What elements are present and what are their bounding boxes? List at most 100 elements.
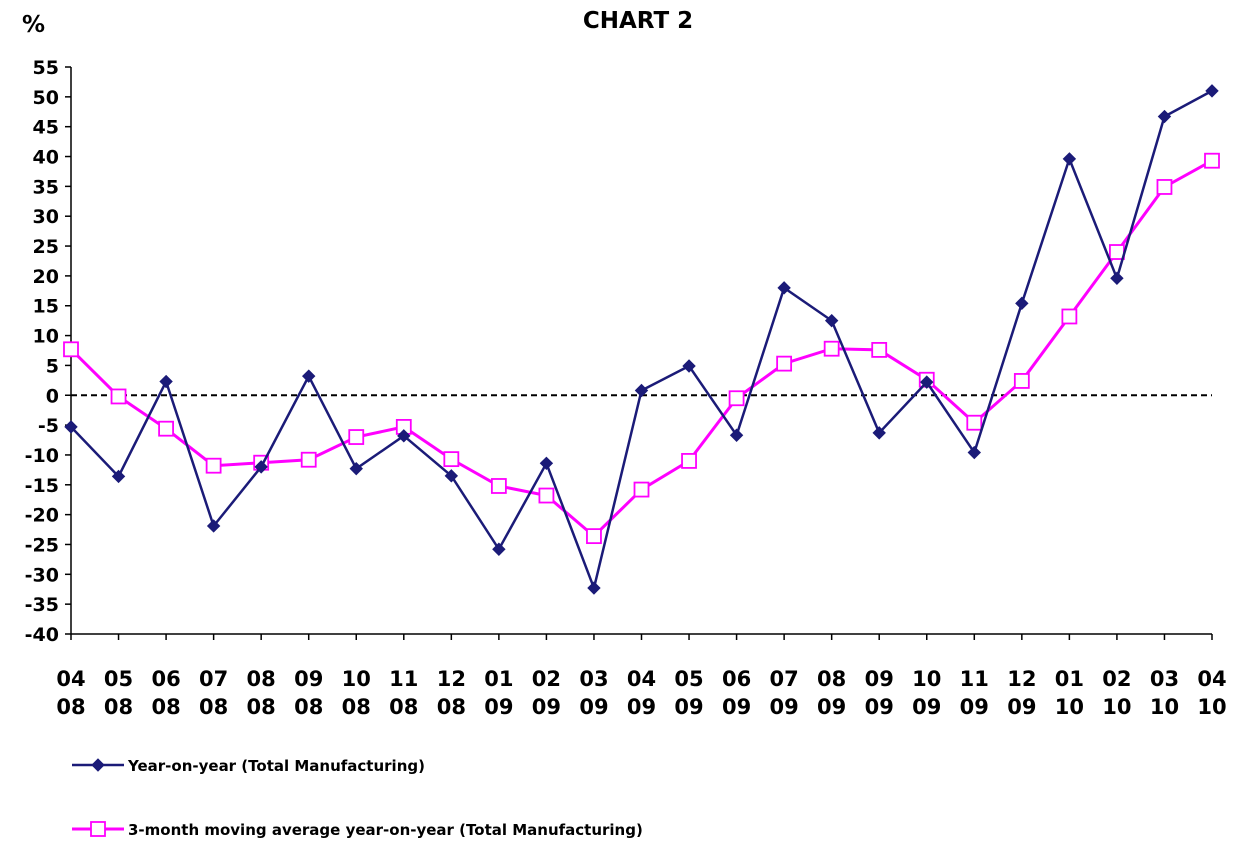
data-point <box>1013 373 1030 389</box>
x-tick-label-month: 04 <box>627 667 656 691</box>
x-tick-label-year: 09 <box>484 695 513 719</box>
y-tick-label: -25 <box>25 534 59 556</box>
x-tick-label-month: 07 <box>770 667 799 691</box>
x-tick-label-year: 08 <box>151 695 180 719</box>
x-tick-label-year: 08 <box>437 695 466 719</box>
data-point <box>63 341 79 358</box>
x-tick-label-month: 06 <box>151 667 180 691</box>
data-point <box>538 487 555 504</box>
data-point <box>823 340 840 357</box>
data-point <box>1109 244 1125 260</box>
data-point <box>872 426 886 440</box>
x-tick-label-year: 09 <box>1007 695 1036 719</box>
x-tick-label-year: 08 <box>199 695 228 719</box>
data-point <box>158 420 174 437</box>
legend-label: Year-on-year (Total Manufacturing) <box>127 757 425 775</box>
y-tick-label: -40 <box>25 624 59 646</box>
x-tick-label-year: 08 <box>104 695 133 719</box>
data-point <box>539 456 554 471</box>
x-tick-label-year: 09 <box>960 695 989 719</box>
axes <box>70 67 1212 635</box>
data-point <box>824 313 839 328</box>
data-point <box>1156 179 1173 195</box>
y-tick-label: 0 <box>46 385 59 407</box>
data-point <box>1157 109 1172 124</box>
data-point <box>490 478 507 494</box>
data-point <box>871 342 888 358</box>
x-tick-label-year: 08 <box>294 695 323 719</box>
data-point <box>728 390 745 407</box>
x-tick-label-year: 08 <box>389 695 418 719</box>
x-tick-label-year: 10 <box>1150 695 1179 719</box>
y-tick-label: 35 <box>33 176 59 198</box>
x-tick-label-month: 08 <box>817 667 846 691</box>
x-tick-label-year: 10 <box>1197 695 1226 719</box>
x-tick-label-month: 02 <box>532 667 561 691</box>
y-tick-label: 40 <box>33 147 59 169</box>
data-point <box>587 581 601 595</box>
x-tick-label-month: 12 <box>437 667 466 691</box>
y-tick-label: 5 <box>46 355 59 377</box>
x-axis-ticks: 04 08 05 08 06 08 07 08 08 08 09 08 10 08 11 08 12 08 01 09… <box>56 634 1227 719</box>
y-tick-label: -30 <box>25 564 59 586</box>
x-tick-label-year: 09 <box>532 695 561 719</box>
x-tick-label-month: 09 <box>865 667 894 691</box>
x-tick-label-month: 03 <box>579 667 608 691</box>
data-point <box>254 460 268 474</box>
x-tick-label-month: 05 <box>674 667 703 691</box>
x-tick-label-month: 11 <box>389 667 418 691</box>
x-tick-label-year: 08 <box>342 695 371 719</box>
y-tick-label: -15 <box>25 475 59 497</box>
data-point <box>633 481 650 498</box>
legend-entry-0: Year-on-year (Total Manufacturing) <box>72 757 425 775</box>
x-tick-label-month: 11 <box>960 667 989 691</box>
series-layer <box>63 84 1220 595</box>
x-tick-label-month: 01 <box>1055 667 1084 691</box>
data-point <box>302 369 316 383</box>
x-tick-label-month: 12 <box>1007 667 1036 691</box>
data-point <box>348 429 365 445</box>
x-tick-label-month: 03 <box>1150 667 1179 691</box>
data-point <box>444 469 459 483</box>
x-tick-label-year: 09 <box>865 695 894 719</box>
chart-title: CHART 2 <box>583 8 693 34</box>
x-tick-label-year: 09 <box>722 695 751 719</box>
x-tick-label-year: 10 <box>1102 695 1131 719</box>
legend-label: 3-month moving average year-on-year (Tot… <box>128 821 643 839</box>
x-tick-label-month: 07 <box>199 667 228 691</box>
x-tick-label-year: 09 <box>579 695 608 719</box>
x-tick-label-year: 08 <box>247 695 276 719</box>
y-tick-label: 15 <box>33 296 59 318</box>
legend: Year-on-year (Total Manufacturing) 3-mont… <box>72 757 643 839</box>
data-point <box>206 519 221 533</box>
data-point <box>205 457 222 474</box>
data-point <box>111 469 126 484</box>
y-axis-unit-label: % <box>22 12 45 38</box>
data-point <box>729 428 744 442</box>
x-tick-label-month: 06 <box>722 667 751 691</box>
data-point <box>967 445 981 460</box>
data-point <box>397 429 411 443</box>
x-tick-label-year: 09 <box>627 695 656 719</box>
x-tick-label-year: 08 <box>56 695 85 719</box>
data-point <box>349 461 363 476</box>
data-point <box>634 383 649 398</box>
data-point <box>1110 271 1124 285</box>
data-point <box>1062 152 1077 166</box>
data-point <box>159 374 173 389</box>
x-tick-label-month: 01 <box>484 667 513 691</box>
data-point <box>586 528 602 545</box>
y-tick-label: 55 <box>33 57 59 79</box>
x-tick-label-month: 10 <box>912 667 941 691</box>
y-tick-label: -20 <box>25 505 59 527</box>
y-tick-label: -10 <box>25 445 59 467</box>
data-point <box>777 281 791 295</box>
data-point <box>300 451 317 468</box>
y-tick-label: 30 <box>33 206 59 228</box>
x-tick-label-month: 08 <box>247 667 276 691</box>
data-point <box>1205 84 1219 98</box>
x-tick-label-month: 10 <box>342 667 371 691</box>
series-1 <box>63 152 1220 545</box>
data-point <box>1204 152 1220 169</box>
